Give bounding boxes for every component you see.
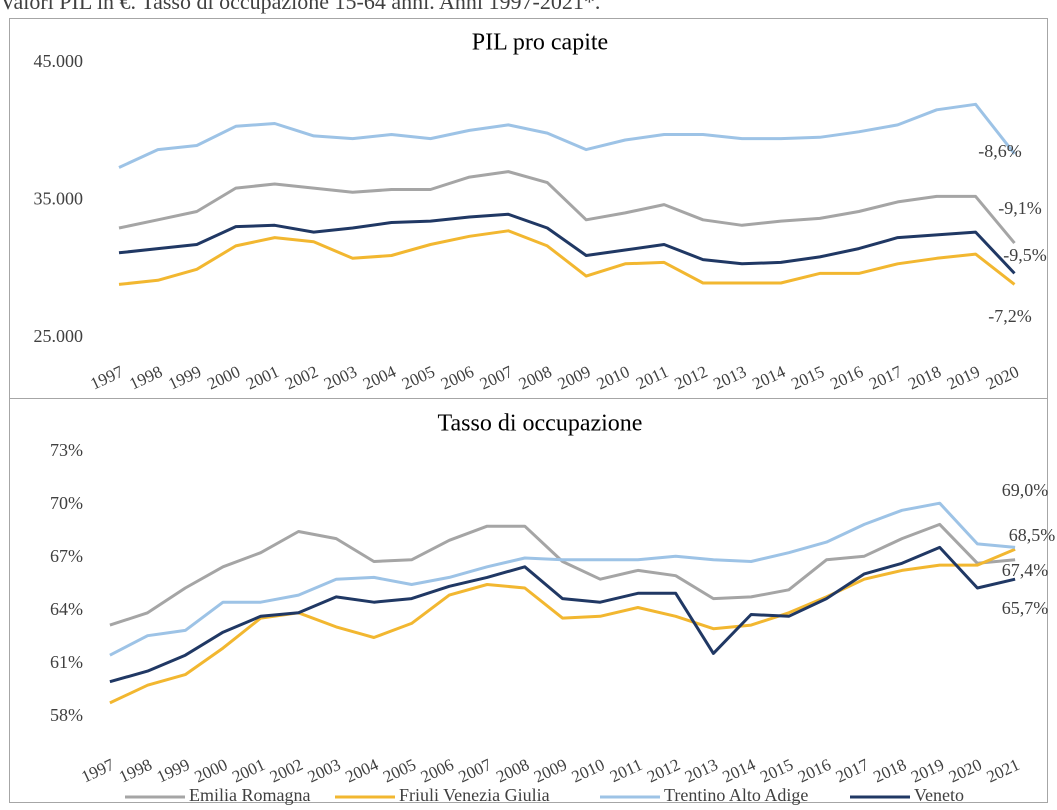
x-tick-label: 2005 (399, 362, 438, 394)
series-line (109, 522, 1016, 627)
x-tick-label: 2020 (946, 755, 985, 787)
x-tick-label: 2019 (944, 362, 983, 394)
x-tick-label: 2000 (204, 362, 243, 394)
x-tick-label: 2017 (833, 755, 872, 787)
series-line (109, 547, 1016, 705)
legend-label: Veneto (914, 785, 964, 805)
x-tick-label: 1999 (154, 755, 193, 787)
annotation: -7,2% (988, 306, 1032, 326)
x-tick-label: 2008 (516, 362, 555, 394)
x-tick-label: 2002 (282, 362, 321, 394)
y-tick-label: 45.000 (34, 51, 84, 71)
x-tick-label: 2009 (531, 755, 570, 787)
x-tick-label: 1998 (116, 755, 155, 787)
series-line (118, 212, 1016, 275)
x-tick-label: 2004 (342, 755, 381, 787)
annotation: 65,7% (1002, 598, 1049, 618)
x-tick-label: 2006 (438, 362, 477, 394)
x-tick-label: 2012 (644, 755, 683, 787)
x-tick-label: 2017 (866, 362, 905, 394)
x-tick-label: 2013 (682, 755, 721, 787)
annotation: 69,0% (1002, 480, 1049, 500)
x-tick-label: 2011 (633, 362, 671, 393)
x-tick-label: 2016 (795, 755, 834, 787)
series-line (109, 545, 1016, 684)
y-tick-label: 35.000 (34, 189, 84, 209)
x-tick-label: 2008 (493, 755, 532, 787)
x-tick-label: 2021 (984, 755, 1023, 787)
header-text: Valori PIL in €. Tasso di occupazione 15… (0, 0, 600, 14)
series-line (118, 229, 1016, 286)
annotation: -9,5% (1003, 245, 1047, 265)
annotation: 68,5% (1009, 525, 1056, 545)
x-tick-label: 2007 (456, 755, 495, 787)
x-tick-label: 2012 (672, 362, 711, 394)
x-tick-label: 2003 (321, 362, 360, 394)
y-tick-label: 58% (50, 705, 83, 725)
x-tick-label: 2014 (720, 755, 759, 787)
x-tick-label: 2001 (243, 362, 282, 394)
x-tick-label: 2018 (870, 755, 909, 787)
x-tick-label: 2002 (267, 755, 306, 787)
panel-frame (9, 398, 1048, 803)
x-tick-label: 2005 (380, 755, 419, 787)
y-tick-label: 25.000 (34, 326, 84, 346)
x-tick-label: 2009 (555, 362, 594, 394)
x-tick-label: 2010 (569, 755, 608, 787)
x-tick-label: 2006 (418, 755, 457, 787)
x-tick-label: 2015 (757, 755, 796, 787)
x-tick-label: 1998 (126, 362, 165, 394)
x-tick-label: 2011 (607, 755, 645, 786)
x-tick-label: 2010 (594, 362, 633, 394)
x-tick-label: 1997 (87, 362, 126, 394)
y-tick-label: 67% (50, 546, 83, 566)
y-tick-label: 73% (50, 440, 83, 460)
annotation: -8,6% (978, 141, 1022, 161)
annotation: 67,4% (1002, 560, 1049, 580)
legend-label: Friuli Venezia Giulia (399, 785, 550, 805)
panel-frame (9, 18, 1048, 399)
x-tick-label: 2015 (788, 362, 827, 394)
x-tick-label: 2004 (360, 362, 399, 394)
chart-title: Tasso di occupazione (438, 411, 643, 437)
series-line (118, 102, 1016, 169)
series-line (109, 501, 1016, 657)
x-tick-label: 1999 (165, 362, 204, 394)
chart-title: PIL pro capite (472, 30, 608, 56)
x-tick-label: 2001 (229, 755, 268, 787)
annotation: -9,1% (998, 198, 1042, 218)
x-tick-label: 2018 (905, 362, 944, 394)
legend-label: Emilia Romagna (189, 785, 310, 805)
x-tick-label: 2013 (710, 362, 749, 394)
x-tick-label: 2019 (908, 755, 947, 787)
y-tick-label: 61% (50, 652, 83, 672)
x-tick-label: 2016 (827, 362, 866, 394)
x-tick-label: 2020 (983, 362, 1022, 394)
y-tick-label: 70% (50, 493, 83, 513)
x-tick-label: 1997 (78, 755, 117, 787)
x-tick-label: 2007 (477, 362, 516, 394)
x-tick-label: 2003 (305, 755, 344, 787)
x-tick-label: 2014 (749, 362, 788, 394)
series-line (118, 170, 1016, 245)
y-tick-label: 64% (50, 599, 83, 619)
x-tick-label: 2000 (192, 755, 231, 787)
legend-label: Trentino Alto Adige (664, 785, 808, 805)
